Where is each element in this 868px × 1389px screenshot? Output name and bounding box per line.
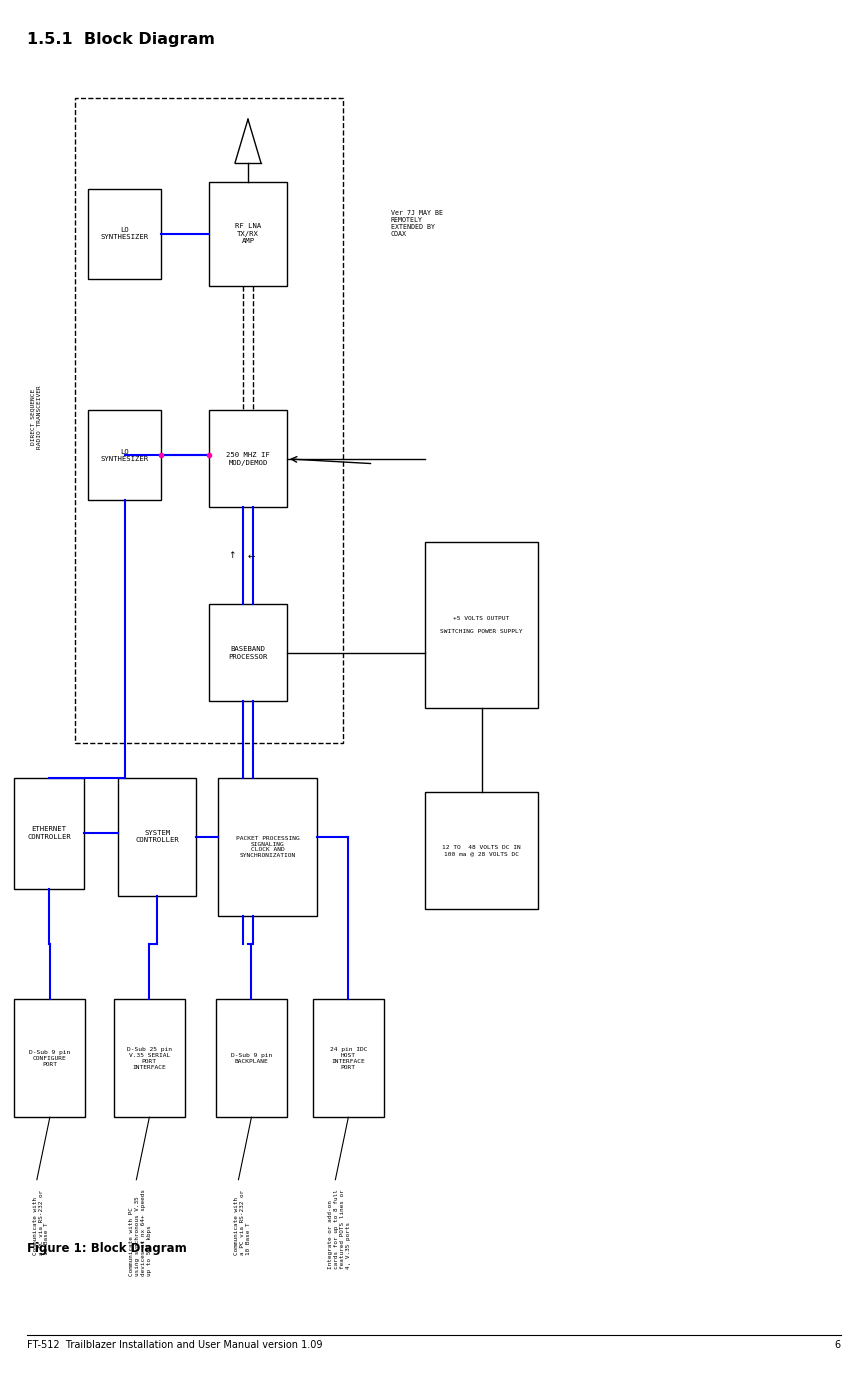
Bar xyxy=(88,189,161,279)
Text: LO
SYNTHESIZER: LO SYNTHESIZER xyxy=(101,226,148,240)
Text: D-Sub 9 pin
BACKPLANE: D-Sub 9 pin BACKPLANE xyxy=(231,1053,272,1064)
Bar xyxy=(75,99,343,743)
Text: Integrate or add-on
cards for up to 8 full
featured POTS lines or
4, V.35 ports: Integrate or add-on cards for up to 8 fu… xyxy=(328,1189,351,1270)
Text: ↑: ↑ xyxy=(228,551,236,560)
Bar xyxy=(15,778,83,889)
Bar xyxy=(114,1000,185,1117)
Text: PACKET PROCESSING
SIGNALING
CLOCK AND
SYNCHRONIZATION: PACKET PROCESSING SIGNALING CLOCK AND SY… xyxy=(235,836,299,858)
Text: Figure 1: Block Diagram: Figure 1: Block Diagram xyxy=(28,1242,187,1256)
Text: Ver 7J MAY BE
REMOTELY
EXTENDED BY
COAX: Ver 7J MAY BE REMOTELY EXTENDED BY COAX xyxy=(391,210,443,236)
Text: Communicate with
a PC via RS-232 or
10 Base T: Communicate with a PC via RS-232 or 10 B… xyxy=(33,1189,49,1254)
Text: DIRECT SEQUENCE
RADIO TRANSCEIVER: DIRECT SEQUENCE RADIO TRANSCEIVER xyxy=(30,385,42,449)
Text: Communicate with
a PC via RS-232 or
10 Base T: Communicate with a PC via RS-232 or 10 B… xyxy=(234,1189,251,1254)
Text: 1.5.1  Block Diagram: 1.5.1 Block Diagram xyxy=(28,32,215,47)
Bar xyxy=(425,792,538,910)
Text: D-Sub 25 pin
V.35 SERIAL
PORT
INTERFACE: D-Sub 25 pin V.35 SERIAL PORT INTERFACE xyxy=(127,1046,172,1070)
Text: 250 MHZ IF
MOD/DEMOD: 250 MHZ IF MOD/DEMOD xyxy=(226,451,270,465)
Bar xyxy=(209,182,287,286)
Text: BASEBAND
PROCESSOR: BASEBAND PROCESSOR xyxy=(228,646,267,660)
Bar xyxy=(216,1000,287,1117)
Text: D-Sub 9 pin
CONFIGURE
PORT: D-Sub 9 pin CONFIGURE PORT xyxy=(30,1050,70,1067)
Text: FT-512  Trailblazer Installation and User Manual version 1.09: FT-512 Trailblazer Installation and User… xyxy=(28,1340,323,1350)
Bar xyxy=(209,604,287,701)
Text: 6: 6 xyxy=(834,1340,840,1350)
Bar xyxy=(312,1000,384,1117)
Bar xyxy=(15,1000,85,1117)
Text: ←: ← xyxy=(247,551,255,560)
Bar xyxy=(425,542,538,708)
Bar xyxy=(118,778,196,896)
Text: 12 TO  48 VOLTS DC IN
100 ma @ 28 VOLTS DC: 12 TO 48 VOLTS DC IN 100 ma @ 28 VOLTS D… xyxy=(442,845,521,856)
Text: ETHERNET
CONTROLLER: ETHERNET CONTROLLER xyxy=(27,826,71,840)
Bar xyxy=(218,778,317,917)
Text: Communicate with PC
using synchronous V.35
devices at nx 64+ speeds
up to 512 kb: Communicate with PC using synchronous V.… xyxy=(129,1189,152,1276)
Bar xyxy=(209,410,287,507)
Text: +5 VOLTS OUTPUT

SWITCHING POWER SUPPLY: +5 VOLTS OUTPUT SWITCHING POWER SUPPLY xyxy=(440,617,523,633)
Text: 24 pin IDC
HOST
INTERFACE
PORT: 24 pin IDC HOST INTERFACE PORT xyxy=(330,1046,367,1070)
Text: SYSTEM
CONTROLLER: SYSTEM CONTROLLER xyxy=(135,829,179,843)
Text: RF LNA
TX/RX
AMP: RF LNA TX/RX AMP xyxy=(235,224,261,244)
Text: LO
SYNTHESIZER: LO SYNTHESIZER xyxy=(101,449,148,463)
Bar xyxy=(88,410,161,500)
